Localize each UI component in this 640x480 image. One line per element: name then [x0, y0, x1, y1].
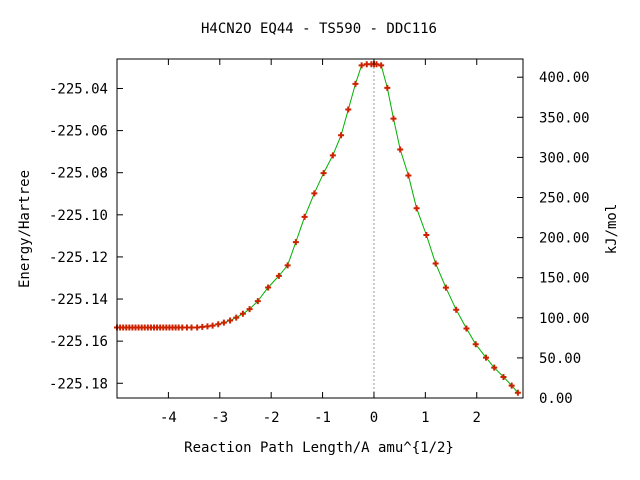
data-point — [138, 324, 145, 331]
data-point — [254, 298, 261, 305]
data-point — [508, 382, 515, 389]
data-point — [500, 373, 507, 380]
data-point — [373, 61, 380, 68]
data-point — [151, 324, 158, 331]
y-tick-label: -225.14 — [49, 292, 108, 308]
data-point — [172, 324, 179, 331]
y-tick-label: -225.12 — [49, 250, 108, 266]
x-tick-label: -1 — [314, 410, 331, 426]
data-point — [160, 324, 167, 331]
data-point — [175, 324, 182, 331]
y2-tick-label: 250.00 — [539, 191, 590, 207]
data-point — [397, 146, 404, 153]
data-point — [423, 232, 430, 239]
data-point — [432, 260, 439, 267]
y-tick-label: -225.16 — [49, 334, 108, 350]
data-point — [123, 324, 130, 331]
data-point — [338, 132, 345, 139]
data-point — [345, 106, 352, 113]
data-point — [209, 322, 216, 329]
data-point — [284, 262, 291, 269]
data-point — [413, 205, 420, 212]
x-tick-label: 1 — [421, 410, 429, 426]
data-point — [144, 324, 151, 331]
data-point — [275, 272, 282, 279]
data-point — [154, 324, 161, 331]
data-point — [199, 323, 206, 330]
x-tick-label: -3 — [211, 410, 228, 426]
data-point — [135, 324, 142, 331]
data-point — [301, 213, 308, 220]
data-point — [472, 341, 479, 348]
data-point — [482, 354, 489, 361]
data-point — [117, 324, 124, 331]
y-tick-label: -225.04 — [49, 81, 108, 97]
x-axis-title: Reaction Path Length/A amu^{1/2} — [184, 440, 454, 456]
data-point — [358, 62, 365, 69]
data-point — [265, 284, 272, 291]
y2-tick-label: 300.00 — [539, 150, 590, 166]
data-point — [227, 317, 234, 324]
y2-tick-label: 100.00 — [539, 311, 590, 327]
data-point — [463, 325, 470, 332]
data-point — [147, 324, 154, 331]
y-tick-label: -225.06 — [49, 124, 108, 140]
data-point — [442, 284, 449, 291]
y2-tick-label: 200.00 — [539, 231, 590, 247]
y2-tick-label: 350.00 — [539, 110, 590, 126]
data-point — [141, 324, 148, 331]
data-point — [204, 323, 211, 330]
data-point — [320, 170, 327, 177]
y-axis-title: Energy/Hartree — [17, 170, 33, 288]
energy-curve — [117, 63, 519, 394]
y2-tick-label: 0.00 — [539, 391, 573, 407]
data-point — [292, 239, 299, 246]
data-point — [352, 80, 359, 87]
data-point — [453, 306, 460, 313]
data-point — [491, 364, 498, 371]
data-point — [311, 190, 318, 197]
data-point — [169, 324, 176, 331]
y-tick-label: -225.10 — [49, 208, 108, 224]
y-tick-label: -225.08 — [49, 166, 108, 182]
x-tick-label: 2 — [473, 410, 481, 426]
data-point — [166, 324, 173, 331]
data-point — [514, 389, 521, 396]
data-point — [129, 324, 136, 331]
y2-tick-label: 150.00 — [539, 271, 590, 287]
data-point — [378, 62, 385, 69]
data-point — [329, 152, 336, 159]
data-point — [390, 115, 397, 122]
data-point — [215, 321, 222, 328]
chart-title: H4CN2O EQ44 - TS590 - DDC116 — [201, 21, 437, 37]
data-point — [179, 324, 186, 331]
data-point — [132, 324, 139, 331]
x-tick-label: 0 — [370, 410, 378, 426]
data-point — [163, 324, 170, 331]
data-point — [157, 324, 164, 331]
y2-tick-label: 400.00 — [539, 70, 590, 86]
x-tick-label: -4 — [160, 410, 177, 426]
data-point — [188, 324, 195, 331]
plot-frame — [116, 58, 524, 399]
x-tick-label: -2 — [263, 410, 280, 426]
data-point — [384, 84, 391, 91]
data-point — [363, 61, 370, 68]
data-point — [220, 319, 227, 326]
y-tick-label: -225.18 — [49, 376, 108, 392]
data-point — [405, 172, 412, 179]
data-point — [239, 310, 246, 317]
y2-tick-label: 50.00 — [539, 351, 581, 367]
data-point — [194, 324, 201, 331]
y2-axis-title: kJ/mol — [604, 204, 620, 255]
data-point — [233, 314, 240, 321]
data-point — [126, 324, 133, 331]
data-point — [183, 324, 190, 331]
data-point — [246, 306, 253, 313]
data-point — [120, 324, 127, 331]
